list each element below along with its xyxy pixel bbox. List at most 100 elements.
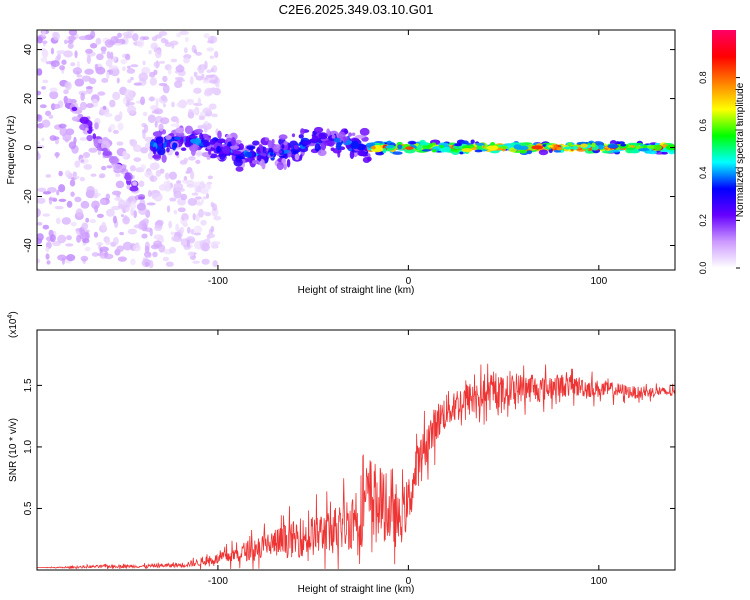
snr-x-tick-label: 100 <box>590 576 607 587</box>
spectrogram-cell <box>50 47 55 55</box>
spectrogram-cell <box>184 36 189 43</box>
spectrogram-cell <box>197 97 202 106</box>
spectrogram-cell <box>104 112 113 118</box>
spectrogram-cell <box>37 90 42 96</box>
spectrogram-cell <box>186 226 191 234</box>
spectrogram-cell <box>192 213 196 221</box>
spectrogram-cell <box>93 231 99 238</box>
spectrogram-cell <box>149 77 158 86</box>
spectrogram-cell <box>188 108 193 117</box>
spectrogram-cell <box>461 140 469 145</box>
colorbar-label: Normalized spectral amplitude <box>735 82 746 217</box>
spectrogram-cell <box>42 191 51 195</box>
spectrogram-cell <box>52 103 61 110</box>
colorbar-tick-label: 0.8 <box>698 71 708 84</box>
spectrogram-cell <box>142 60 146 66</box>
spectrogram-cell <box>235 166 244 172</box>
spectrogram-cell <box>112 206 118 210</box>
spectrogram-cell <box>90 173 97 177</box>
spectrogram-cell <box>55 152 59 159</box>
spectrogram-cell <box>292 150 298 155</box>
colorbar-tick-label: 0.2 <box>698 214 708 227</box>
spectrogram-cell <box>336 141 342 151</box>
spectrogram-cell <box>591 142 596 148</box>
snr-multiplier-close: ) <box>8 311 19 314</box>
spectrogram-cell <box>216 145 221 153</box>
spectrogram-cell <box>126 184 131 190</box>
spectrogram-cell <box>80 255 89 262</box>
spectrogram-panel: -100 0 100 -40 -20 0 20 40 Height of straight l… <box>6 29 676 296</box>
spectrogram-cell <box>299 154 303 159</box>
spectrogram-cell <box>202 141 211 147</box>
spectrogram-cell <box>129 165 136 172</box>
spectrogram-cell <box>114 42 122 46</box>
spectrogram-cell <box>89 218 97 224</box>
spectrogram-cell <box>62 132 72 142</box>
snr-x-tick-label: 0 <box>406 576 412 587</box>
spectrogram-cell <box>298 134 304 139</box>
spectrogram-cell <box>189 135 198 139</box>
spectrogram-cell <box>81 75 92 82</box>
spectrogram-cell <box>45 174 52 178</box>
spectrogram-cell <box>206 136 211 141</box>
spectrogram-cell <box>283 140 288 146</box>
spectrogram-cell <box>63 89 69 95</box>
spectrogram-cell <box>362 156 371 163</box>
spectrogram-cell <box>128 197 134 201</box>
spectrogram-cell <box>64 170 71 178</box>
snr-series-line <box>37 363 675 570</box>
spectrogram-cell <box>148 71 156 78</box>
spectrogram-cell <box>77 113 84 119</box>
spectrogram-cell <box>160 94 167 102</box>
spectrogram-cell <box>47 187 57 193</box>
spectrogram-cell <box>195 159 201 164</box>
spectrogram-cell <box>148 260 154 269</box>
spectrogram-cell <box>175 127 185 134</box>
spectrogram-cell <box>46 260 51 265</box>
spectrogram-cell <box>193 87 202 94</box>
spectrogram-cell <box>176 32 182 38</box>
spectrogram-cell <box>85 127 89 131</box>
spectrogram-cell <box>210 225 215 233</box>
spectrogram-cell <box>92 133 97 140</box>
spectrogram-cell <box>202 79 211 84</box>
spectrogram-cell <box>78 35 89 41</box>
spectrogram-cell <box>122 66 126 72</box>
spectrogram-cell <box>154 120 158 128</box>
spectrogram-cell <box>147 114 156 123</box>
spectrogram-cell <box>349 150 355 160</box>
spectrogram-cell <box>64 102 70 109</box>
spectrogram-cell <box>519 149 528 154</box>
spectrogram-cell <box>82 238 90 244</box>
spectrogram-cell <box>519 145 529 150</box>
spectrogram-cell <box>186 239 191 248</box>
spectrogram-cell <box>475 142 485 146</box>
spectrogram-cell <box>179 226 185 234</box>
spectrogram-cell <box>61 217 72 225</box>
spectrogram-frame <box>36 29 676 271</box>
spectrogram-x-label: Height of straight line (km) <box>298 285 415 296</box>
spectrogram-cell <box>302 140 312 146</box>
spectrogram-cell <box>129 185 139 192</box>
spectrogram-cell <box>90 30 96 39</box>
spectrogram-cell <box>144 136 154 142</box>
spectrogram-cell <box>130 64 139 68</box>
spectrogram-cell <box>359 127 370 136</box>
spectrogram-cell <box>166 147 170 153</box>
spectrogram-cell <box>133 82 142 86</box>
spectrogram-cell <box>174 136 182 140</box>
spectrogram-cell <box>155 219 164 226</box>
spectrogram-cell <box>54 138 59 145</box>
spectrogram-cell <box>201 63 205 73</box>
spectrogram-cell <box>80 92 85 101</box>
spectrogram-cell <box>112 236 119 246</box>
spectrogram-cell <box>96 213 104 218</box>
spectrogram-cell <box>158 82 168 87</box>
spectrogram-cell <box>108 65 119 70</box>
spectrogram-cell <box>637 148 650 152</box>
spectrogram-cell <box>203 33 210 39</box>
spectrogram-cell <box>155 136 164 145</box>
spectrogram-cell <box>80 159 85 163</box>
spectrogram-cell <box>153 240 162 248</box>
spectrogram-cell <box>108 155 119 164</box>
